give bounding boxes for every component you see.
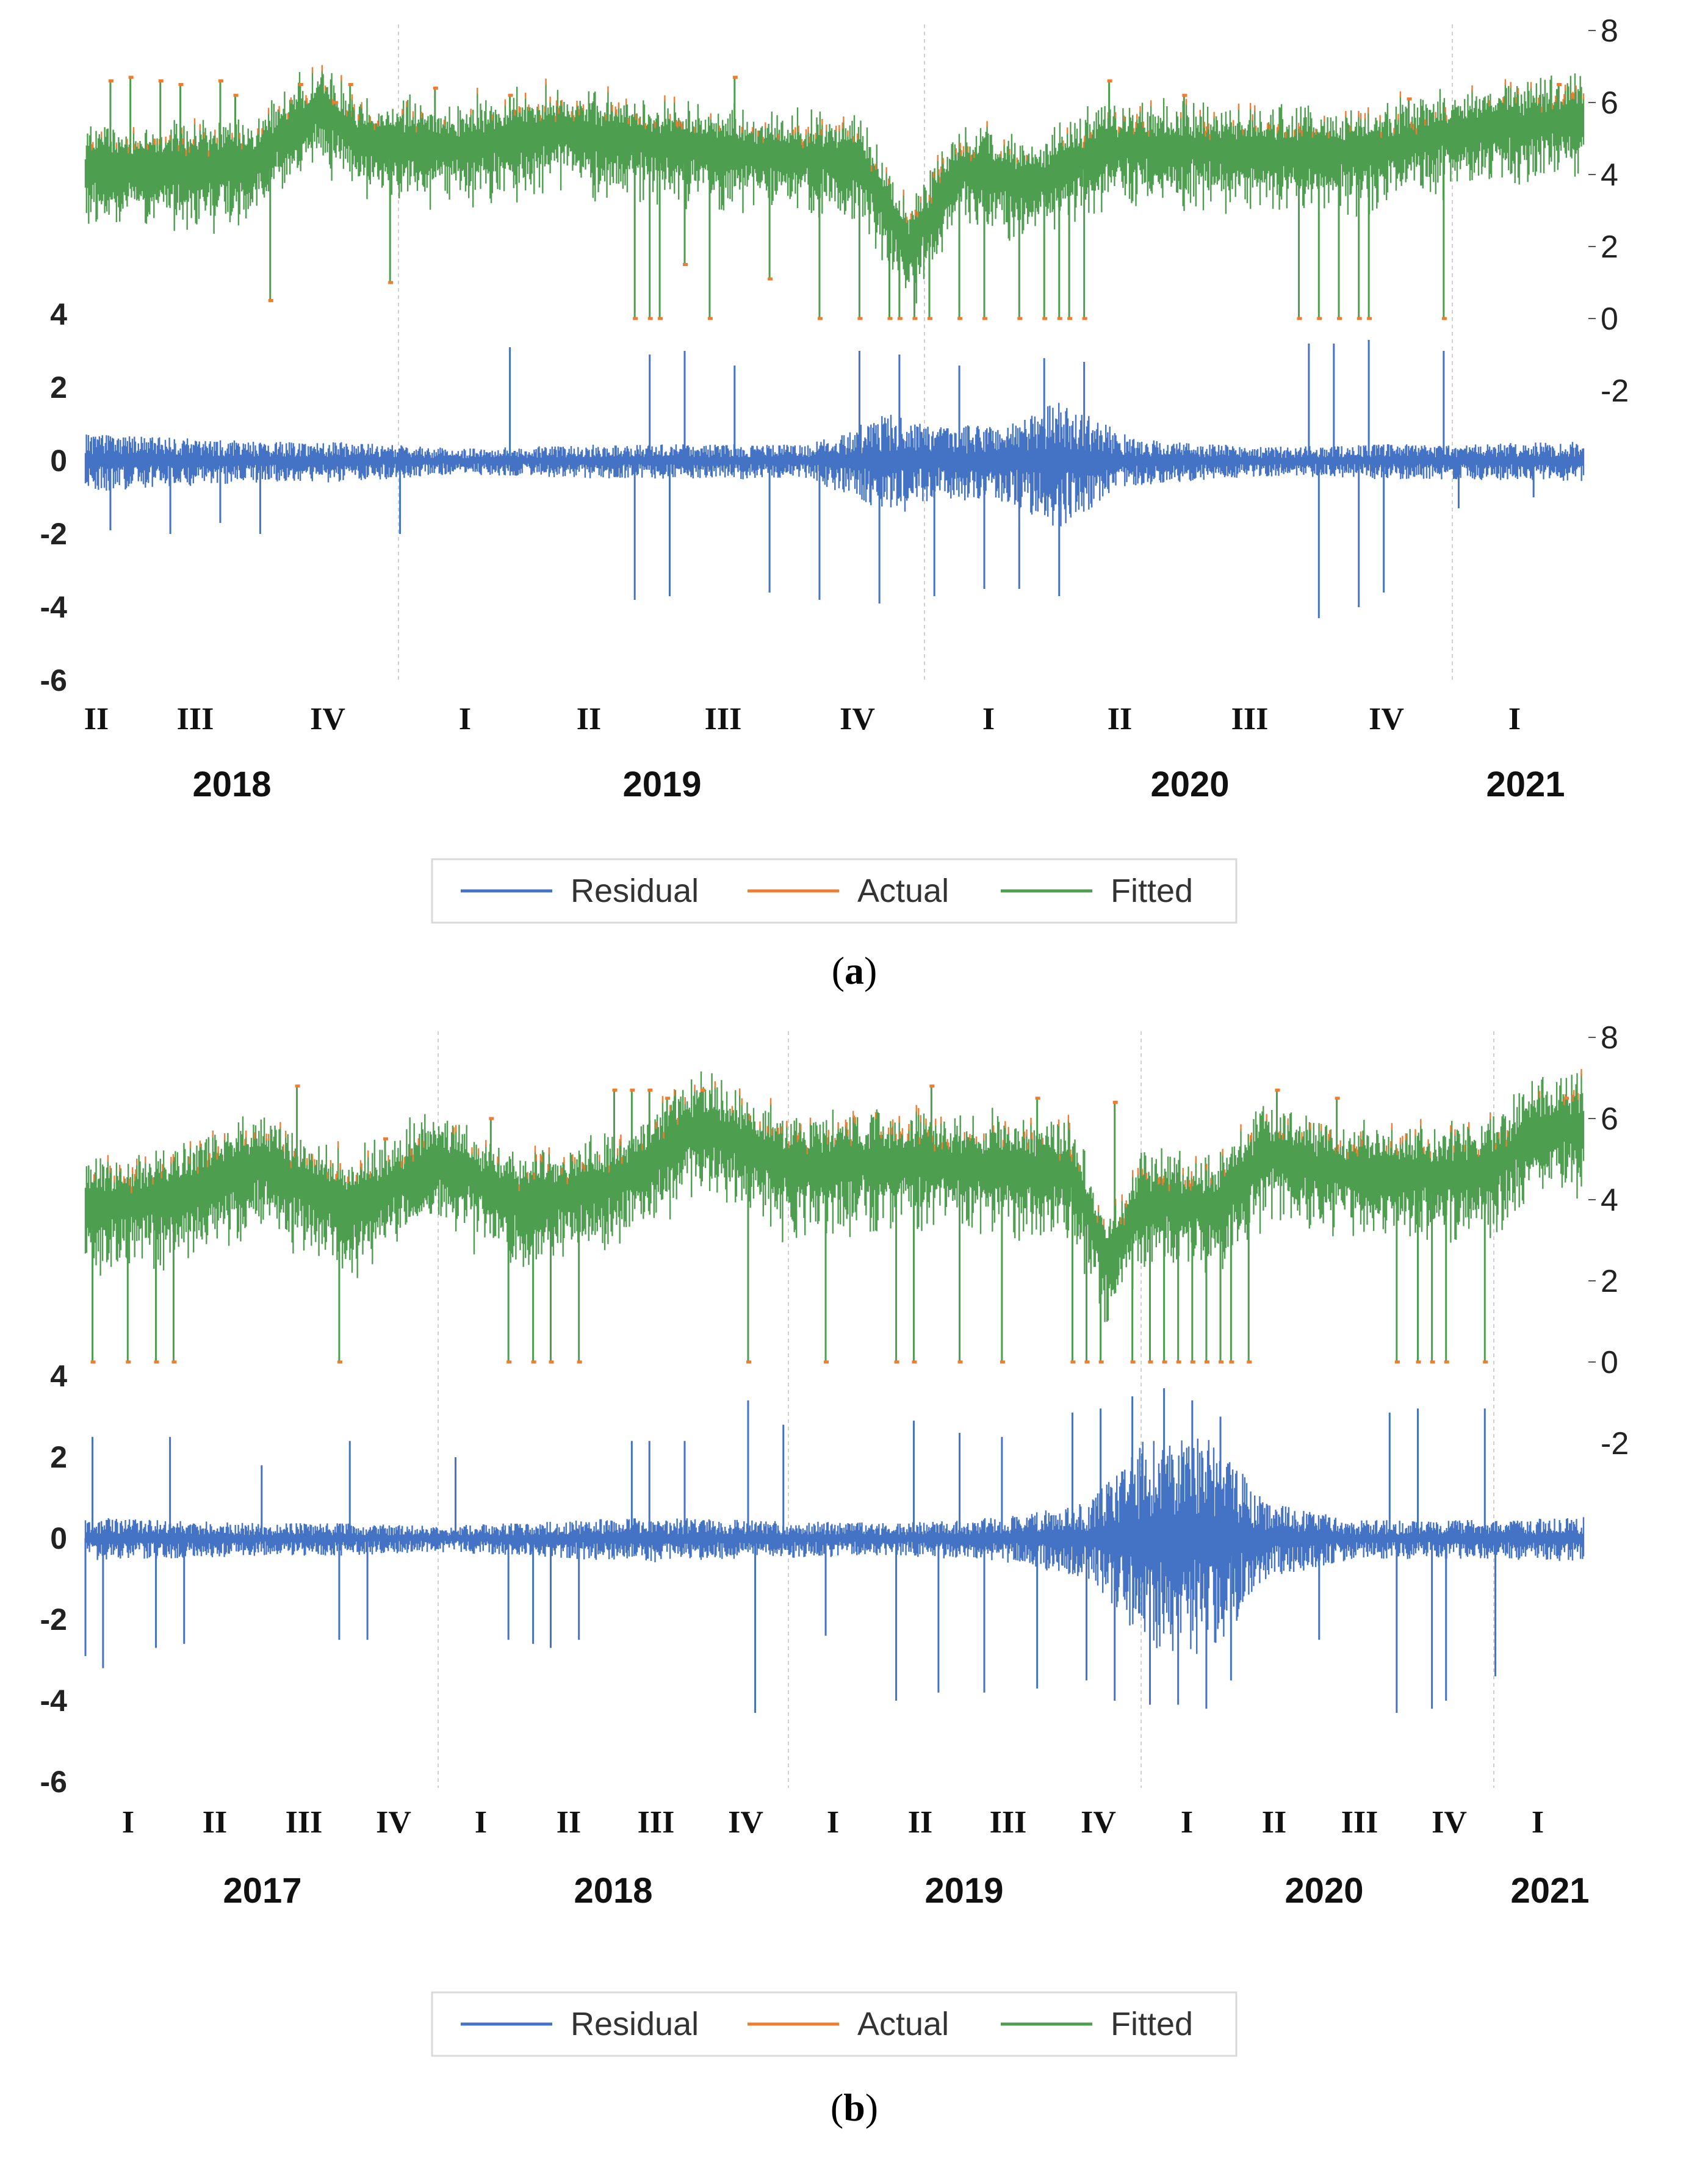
year-label: 2020	[1285, 1871, 1363, 1911]
quarter-label: IV	[1432, 1805, 1467, 1840]
legend-actual-label: Actual	[857, 2006, 949, 2042]
left-tick-label: 0	[50, 444, 67, 478]
legend-residual-label: Residual	[571, 873, 699, 909]
legend-fitted-label: Fitted	[1111, 2006, 1193, 2042]
panel-b-year-labels: 2017 2018 2019 2020 2021	[223, 1871, 1589, 1911]
right-tick-label: 2	[1601, 229, 1618, 265]
year-label: 2018	[192, 765, 271, 804]
left-tick-label: -4	[40, 590, 68, 624]
legend-residual-label: Residual	[571, 2006, 699, 2042]
quarter-label: I	[827, 1805, 839, 1840]
quarter-label: II	[557, 1805, 581, 1840]
year-label: 2020	[1150, 765, 1229, 804]
quarter-label: II	[84, 702, 109, 737]
panel-b-fitted-series	[84, 1068, 1585, 1364]
left-tick-label: 2	[50, 370, 67, 405]
quarter-label: IV	[1081, 1805, 1116, 1840]
panel-a-residual-series	[84, 340, 1585, 618]
quarter-label: III	[1341, 1805, 1378, 1840]
right-tick-label: 4	[1601, 157, 1618, 193]
panel-b-residual-series	[84, 1388, 1585, 1713]
panel-b-quarter-labels: I II III IV I II III IV I II III IV I II III IV I	[122, 1805, 1544, 1840]
year-label: 2019	[622, 765, 701, 804]
quarter-label: I	[459, 702, 471, 737]
quarter-label: I	[1181, 1805, 1193, 1840]
panel-a-quarter-labels: II III IV I II III IV I II III IV I	[84, 702, 1521, 737]
year-label: 2017	[223, 1871, 301, 1911]
quarter-label: I	[122, 1805, 134, 1840]
quarter-label: II	[577, 702, 601, 737]
year-label: 2021	[1486, 765, 1565, 804]
right-tick-label: 6	[1601, 1101, 1618, 1137]
actual-line	[91, 65, 1585, 223]
actual-line	[93, 1068, 1582, 1226]
right-tick-label: 0	[1601, 301, 1618, 337]
panel-b-left-axis: 4 2 0 -2 -4 -6	[40, 1359, 68, 1799]
panel-b-legend: Residual Actual Fitted	[431, 1991, 1238, 2057]
quarter-label: III	[990, 1805, 1027, 1840]
right-tick-label: 4	[1601, 1183, 1618, 1218]
left-tick-label: 2	[50, 1440, 67, 1474]
right-tick-label: 6	[1601, 85, 1618, 121]
quarter-label: III	[705, 702, 742, 737]
panel-b-right-axis: 8 6 4 2 0 -2	[1588, 1020, 1629, 1461]
left-tick-label: -4	[40, 1684, 68, 1718]
quarter-label: I	[1508, 702, 1521, 737]
right-tick-label: 2	[1601, 1264, 1618, 1299]
panel-a-year-labels: 2018 2019 2020 2021	[192, 765, 1565, 804]
residual-line	[84, 403, 1585, 527]
quarter-label: I	[475, 1805, 487, 1840]
panel-a-right-axis: 8 6 4 2 0 -2	[1588, 13, 1629, 409]
left-tick-label: 4	[50, 1359, 67, 1393]
left-tick-label: 0	[50, 1521, 67, 1555]
legend-actual-label: Actual	[857, 873, 949, 909]
panel-a-left-axis: 4 2 0 -2 -4 -6	[40, 297, 68, 697]
year-label: 2019	[924, 1871, 1003, 1911]
right-tick-label: -2	[1601, 373, 1629, 409]
left-tick-label: 4	[50, 297, 67, 331]
right-tick-label: 8	[1601, 13, 1618, 49]
panel-a-legend: Residual Actual Fitted	[431, 858, 1238, 924]
quarter-label: II	[1108, 702, 1132, 737]
quarter-label: I	[982, 702, 995, 737]
year-label: 2018	[574, 1871, 652, 1911]
panel-a-fitted-series	[84, 65, 1585, 320]
quarter-label: I	[1532, 1805, 1544, 1840]
right-tick-label: 0	[1601, 1345, 1618, 1380]
quarter-label: II	[908, 1805, 932, 1840]
quarter-label: IV	[1369, 702, 1404, 737]
left-tick-label: -6	[40, 663, 67, 697]
quarter-label: II	[203, 1805, 227, 1840]
panel-a-caption: (a)	[832, 949, 877, 992]
quarter-label: III	[286, 1805, 323, 1840]
quarter-label: III	[638, 1805, 675, 1840]
left-tick-label: -2	[40, 517, 67, 551]
left-tick-label: -2	[40, 1602, 67, 1637]
quarter-label: IV	[728, 1805, 763, 1840]
quarter-label: II	[1262, 1805, 1286, 1840]
quarter-label: III	[1231, 702, 1269, 737]
left-tick-label: -6	[40, 1765, 67, 1799]
right-tick-label: -2	[1601, 1426, 1629, 1461]
year-label: 2021	[1510, 1871, 1589, 1911]
right-tick-label: 8	[1601, 1020, 1618, 1056]
quarter-label: IV	[310, 702, 345, 737]
panel-b-caption: (b)	[831, 2086, 878, 2129]
quarter-label: IV	[376, 1805, 411, 1840]
legend-fitted-label: Fitted	[1111, 873, 1193, 909]
quarter-label: III	[177, 702, 214, 737]
quarter-label: IV	[840, 702, 875, 737]
